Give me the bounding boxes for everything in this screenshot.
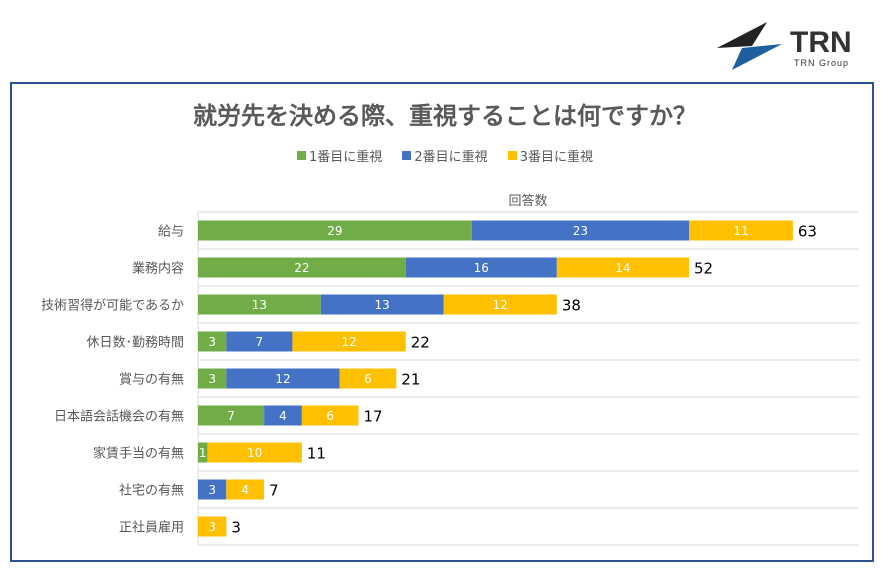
data-label: 3 bbox=[208, 520, 216, 534]
bar-segment bbox=[207, 442, 302, 463]
bar-segment bbox=[471, 220, 690, 241]
category-label: 日本語会話機会の有無 bbox=[54, 409, 184, 425]
total-label: 3 bbox=[231, 519, 241, 537]
trn-logo: TRN TRN Group bbox=[712, 18, 872, 74]
bar-segment bbox=[198, 405, 265, 426]
category-label: 技術習得が可能であるか bbox=[41, 298, 184, 314]
legend: 1番目に重視 2番目に重視 3番目に重視 bbox=[0, 146, 890, 165]
x-axis-label: 回答数 bbox=[508, 193, 547, 209]
bar-segment bbox=[198, 479, 227, 500]
data-label: 1 bbox=[199, 446, 207, 460]
data-label: 4 bbox=[279, 409, 287, 423]
total-label: 22 bbox=[411, 334, 430, 352]
bar-segment bbox=[198, 331, 227, 352]
legend-swatch bbox=[402, 151, 412, 160]
bar-segment bbox=[198, 442, 208, 463]
legend-item-second: 2番目に重視 bbox=[402, 146, 488, 165]
legend-swatch bbox=[507, 151, 517, 160]
category-label: 給与 bbox=[158, 225, 184, 240]
category-label: 社宅の有無 bbox=[119, 483, 184, 499]
bar-segment bbox=[301, 405, 359, 426]
data-label: 6 bbox=[326, 409, 334, 423]
legend-swatch bbox=[296, 151, 306, 160]
category-label: 業務内容 bbox=[132, 261, 184, 277]
data-label: 16 bbox=[474, 261, 489, 275]
chart-title: 就労先を決める際、重視することは何ですか？ bbox=[193, 102, 697, 130]
data-label: 3 bbox=[208, 335, 216, 349]
data-label: 7 bbox=[227, 409, 235, 423]
total-label: 17 bbox=[364, 408, 383, 426]
total-label: 52 bbox=[694, 260, 713, 278]
data-label: 10 bbox=[247, 446, 262, 460]
bar-segment bbox=[226, 479, 265, 500]
total-label: 38 bbox=[562, 297, 581, 315]
data-label: 14 bbox=[615, 261, 630, 275]
svg-text:TRN Group: TRN Group bbox=[794, 58, 849, 68]
bar-segment bbox=[405, 257, 557, 278]
legend-item-first: 1番目に重視 bbox=[296, 146, 383, 165]
data-label: 13 bbox=[252, 298, 267, 312]
data-label: 4 bbox=[241, 483, 249, 497]
bar-segment bbox=[339, 368, 397, 389]
bar-segment bbox=[556, 257, 690, 278]
data-label: 12 bbox=[493, 298, 508, 312]
data-label: 3 bbox=[208, 483, 216, 497]
bar-segment bbox=[320, 294, 444, 315]
category-label: 正社員雇用 bbox=[119, 520, 184, 536]
bar-segment bbox=[198, 516, 227, 537]
data-label: 22 bbox=[294, 261, 309, 275]
legend-label: 3番目に重視 bbox=[519, 150, 594, 165]
bar-segment bbox=[198, 257, 406, 278]
bar-segment bbox=[226, 331, 293, 352]
total-label: 7 bbox=[269, 482, 279, 500]
data-label: 23 bbox=[573, 224, 588, 238]
total-label: 63 bbox=[798, 223, 817, 241]
category-label: 家賃手当の有無 bbox=[93, 446, 184, 462]
category-label: 休日数･勤務時間 bbox=[86, 336, 184, 351]
data-label: 29 bbox=[327, 224, 342, 238]
bar-segment bbox=[264, 405, 302, 426]
bar-segment bbox=[226, 368, 340, 389]
bar-segment bbox=[198, 294, 321, 315]
data-label: 7 bbox=[256, 335, 264, 349]
data-label: 6 bbox=[364, 372, 372, 386]
svg-text:TRN: TRN bbox=[790, 26, 852, 59]
legend-item-third: 3番目に重視 bbox=[507, 146, 594, 165]
bar-segment bbox=[443, 294, 557, 315]
category-label: 賞与の有無 bbox=[119, 373, 184, 388]
bar-segment bbox=[198, 368, 227, 389]
total-label: 11 bbox=[307, 445, 326, 463]
legend-label: 1番目に重視 bbox=[308, 150, 383, 165]
data-label: 3 bbox=[208, 372, 216, 386]
data-label: 11 bbox=[733, 224, 748, 238]
legend-label: 2番目に重視 bbox=[414, 150, 488, 165]
bar-segment bbox=[689, 220, 793, 241]
bar-segment bbox=[198, 220, 472, 241]
chart-frame bbox=[10, 82, 874, 562]
data-label: 12 bbox=[275, 372, 290, 386]
data-label: 13 bbox=[374, 298, 389, 312]
total-label: 21 bbox=[401, 371, 420, 389]
data-label: 12 bbox=[341, 335, 356, 349]
bar-segment bbox=[292, 331, 406, 352]
